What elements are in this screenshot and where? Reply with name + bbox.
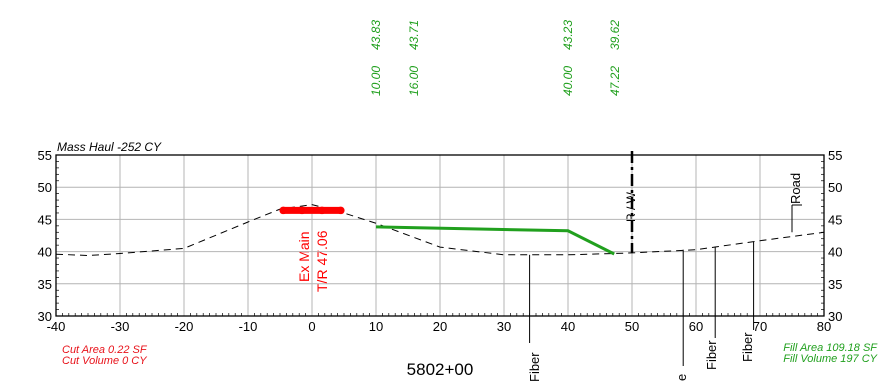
- mass-haul-label: Mass Haul -252 CY: [57, 140, 162, 154]
- elevation-label-2: 43.71: [407, 20, 421, 50]
- utility-pipe: [283, 206, 341, 214]
- y-tick-label-right: 55: [828, 148, 842, 163]
- y-tick-label-right: 45: [828, 212, 842, 227]
- y-tick-label-right: 35: [828, 277, 842, 292]
- cut-area-label: Cut Area 0.22 SF: [62, 344, 148, 356]
- road-callout-label: Road: [788, 173, 803, 204]
- x-tick-label: -30: [111, 319, 130, 334]
- x-tick-label: 60: [689, 319, 703, 334]
- utility-joint: [337, 206, 345, 215]
- y-tick-label-left: 50: [38, 180, 52, 195]
- existing-ground-line: [55, 204, 825, 257]
- plot-frame: [55, 154, 825, 317]
- elevation-label-1: 43.83: [369, 20, 383, 50]
- fiber-callout-label-2: Fiber: [704, 340, 719, 370]
- offset-label-1: 10.00: [369, 66, 383, 96]
- utility-name-label: Ex Main: [296, 231, 312, 282]
- utility-tr-label: T/R 47.06: [314, 230, 330, 292]
- fill-area-label: Fill Area 109.18 SF: [783, 342, 878, 354]
- offset-label-2: 16.00: [407, 66, 421, 96]
- y-tick-label-left: 45: [38, 212, 52, 227]
- x-tick-label: -40: [47, 319, 66, 334]
- x-tick-label: 50: [625, 319, 639, 334]
- y-tick-label-left: 40: [38, 245, 52, 260]
- row-label-bg: [624, 184, 637, 224]
- station-label: 5802+00: [407, 360, 474, 379]
- x-tick-label: 0: [308, 319, 315, 334]
- y-tick-label-left: 35: [38, 277, 52, 292]
- offset-label-4: 47.22: [608, 66, 622, 96]
- elevation-label-3: 43.23: [561, 20, 575, 50]
- x-tick-label: 70: [753, 319, 767, 334]
- y-tick-label-left: 55: [38, 148, 52, 163]
- proposed-grade-line: [375, 225, 615, 256]
- y-tick-label-right: 50: [828, 180, 842, 195]
- utility-joint: [298, 206, 306, 215]
- offset-label-3: 40.00: [561, 66, 575, 96]
- fiber-callout-label-1: Fiber: [527, 352, 542, 381]
- x-tick-label: 30: [497, 319, 511, 334]
- x-tick-label: -20: [175, 319, 194, 334]
- x-tick-label: -10: [239, 319, 258, 334]
- x-tick-label: 40: [561, 319, 575, 334]
- fill-volume-label: Fill Volume 197 CY: [783, 353, 877, 365]
- cut-volume-label: Cut Volume 0 CY: [62, 355, 147, 367]
- fiber-callout-label-3: Fiber: [740, 332, 755, 362]
- e-callout-label: e: [674, 374, 689, 381]
- x-tick-label: 80: [817, 319, 831, 334]
- x-tick-label: 10: [369, 319, 383, 334]
- x-tick-label: 20: [433, 319, 447, 334]
- y-tick-label-left: 30: [38, 309, 52, 324]
- utility-joint: [279, 206, 288, 215]
- y-tick-label-right: 40: [828, 245, 842, 260]
- utility-joint: [318, 206, 326, 215]
- elevation-label-4: 39.62: [608, 20, 622, 50]
- y-tick-label-right: 30: [828, 309, 842, 324]
